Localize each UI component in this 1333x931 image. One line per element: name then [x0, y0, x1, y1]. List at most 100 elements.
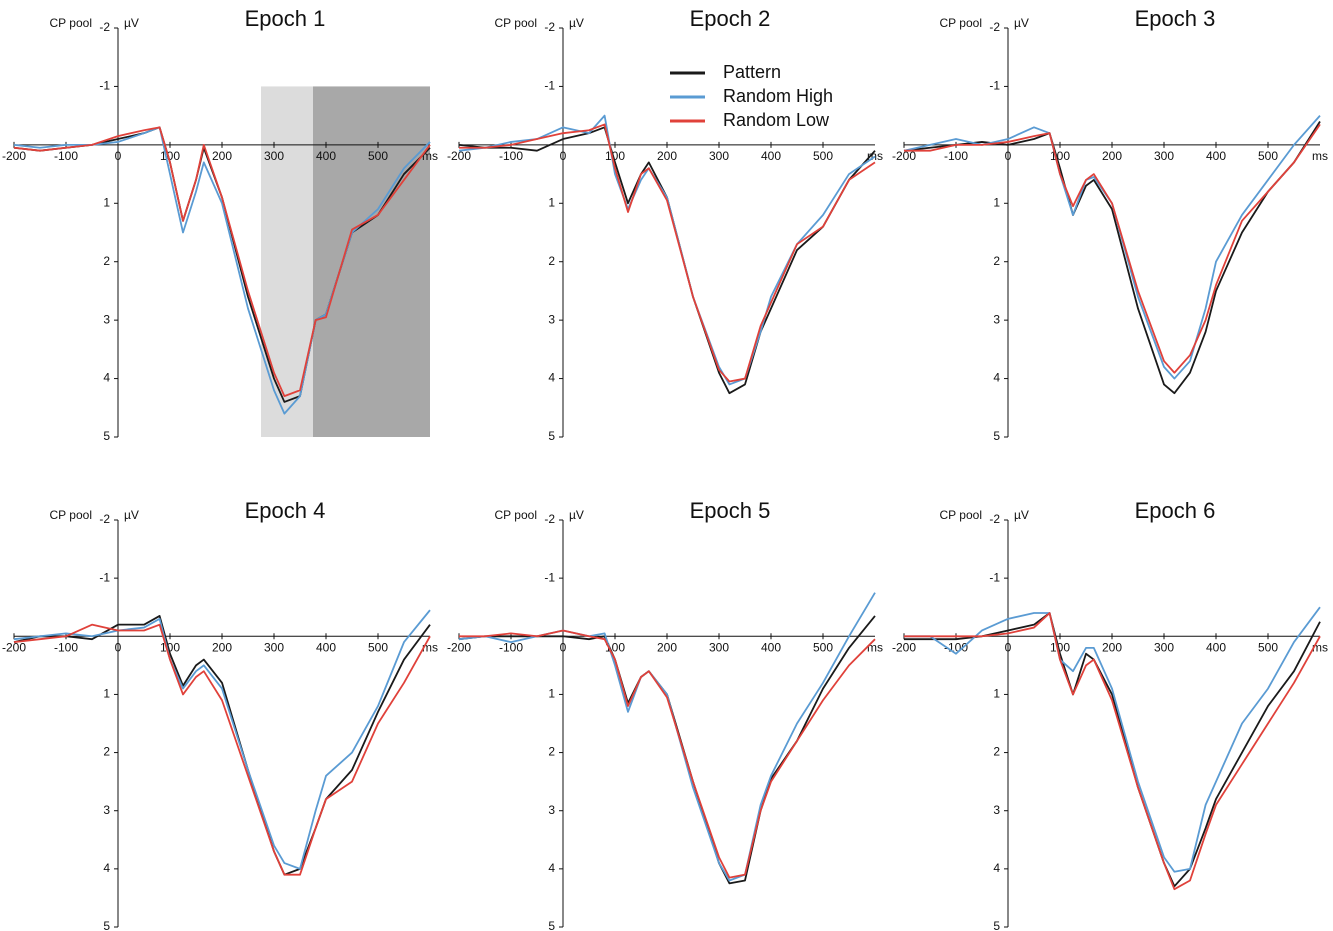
series-line	[904, 612, 1321, 891]
x-tick-label: 300	[709, 149, 729, 163]
y-tick-label: 2	[103, 254, 110, 268]
x-tick-label: -100	[944, 640, 968, 654]
x-tick-label: 200	[1102, 640, 1122, 654]
series-line	[13, 615, 431, 876]
y-tick-label: 1	[548, 687, 555, 701]
x-tick-label: 400	[1206, 149, 1226, 163]
x-tick-label: 200	[657, 149, 677, 163]
chart-title: Epoch 6	[1135, 498, 1216, 523]
x-tick-label: 500	[1258, 149, 1278, 163]
x-tick-label: 400	[1206, 640, 1226, 654]
y-tick-label: 2	[548, 745, 555, 759]
x-tick-label: -200	[892, 640, 916, 654]
x-tick-label: 0	[115, 640, 122, 654]
series-line	[13, 623, 431, 876]
y-label: CP pool	[940, 508, 982, 522]
y-tick-label: 1	[993, 195, 1000, 209]
x-tick-label: 300	[1154, 640, 1174, 654]
y-tick-label: 1	[103, 195, 110, 209]
series-line	[459, 629, 876, 879]
chart-title: Epoch 5	[690, 498, 771, 523]
x-tick-label: 300	[264, 149, 284, 163]
x-unit: ms	[1312, 149, 1328, 163]
y-tick-label: -2	[99, 20, 110, 34]
y-unit: µV	[1014, 508, 1029, 522]
x-tick-label: 400	[316, 149, 336, 163]
y-tick-label: 4	[548, 371, 555, 385]
x-tick-label: -100	[944, 149, 968, 163]
chart-title: Epoch 2	[690, 6, 771, 31]
y-tick-label: -1	[99, 79, 110, 93]
x-tick-label: 300	[264, 640, 284, 654]
y-tick-label: 2	[993, 254, 1000, 268]
legend-label: Pattern	[723, 62, 781, 82]
x-tick-label: 100	[1050, 149, 1070, 163]
y-tick-label: 3	[548, 312, 555, 326]
chart-title: Epoch 3	[1135, 6, 1216, 31]
series-line	[458, 126, 876, 395]
series-line	[13, 126, 431, 397]
y-tick-label: 3	[103, 803, 110, 817]
x-tick-label: 100	[1050, 640, 1070, 654]
y-tick-label: -2	[989, 512, 1000, 526]
x-tick-label: 0	[115, 149, 122, 163]
x-tick-label: -100	[54, 640, 78, 654]
y-tick-label: -1	[544, 79, 555, 93]
y-tick-label: 1	[548, 195, 555, 209]
x-tick-label: 0	[1005, 149, 1012, 163]
legend-label: Random High	[723, 86, 833, 106]
y-label: CP pool	[495, 508, 537, 522]
series-line	[904, 606, 1321, 873]
x-tick-label: -200	[892, 149, 916, 163]
y-tick-label: 3	[993, 312, 1000, 326]
shaded-region	[313, 86, 430, 437]
y-tick-label: 5	[993, 919, 1000, 931]
y-tick-label: 5	[993, 429, 1000, 443]
x-tick-label: -100	[499, 640, 523, 654]
x-tick-label: 300	[1154, 149, 1174, 163]
y-tick-label: 4	[103, 861, 110, 875]
y-tick-label: 2	[103, 745, 110, 759]
y-tick-label: 5	[103, 429, 110, 443]
series-line	[904, 612, 1321, 888]
y-tick-label: 5	[548, 429, 555, 443]
y-tick-label: -1	[99, 570, 110, 584]
y-unit: µV	[1014, 16, 1029, 30]
y-tick-label: 4	[993, 861, 1000, 875]
x-tick-label: 500	[813, 149, 833, 163]
y-tick-label: -1	[989, 570, 1000, 584]
y-tick-label: -2	[544, 20, 555, 34]
x-tick-label: 200	[212, 640, 232, 654]
x-tick-label: -100	[54, 149, 78, 163]
x-tick-label: -200	[2, 149, 26, 163]
x-unit: ms	[867, 640, 883, 654]
y-tick-label: 3	[103, 312, 110, 326]
series-line	[13, 609, 431, 870]
y-tick-label: 4	[548, 861, 555, 875]
y-unit: µV	[569, 16, 584, 30]
y-unit: µV	[569, 508, 584, 522]
x-tick-label: 500	[1258, 640, 1278, 654]
y-tick-label: 3	[993, 803, 1000, 817]
y-label: CP pool	[940, 16, 982, 30]
x-tick-label: 400	[761, 640, 781, 654]
x-tick-label: 200	[212, 149, 232, 163]
legend-label: Random Low	[723, 110, 830, 130]
x-tick-label: 400	[316, 640, 336, 654]
series-line	[904, 123, 1321, 374]
x-tick-label: 500	[368, 149, 388, 163]
y-label: CP pool	[495, 16, 537, 30]
y-tick-label: 4	[103, 371, 110, 385]
shaded-region	[261, 86, 313, 437]
y-tick-label: -1	[544, 570, 555, 584]
y-tick-label: 1	[103, 687, 110, 701]
y-tick-label: 4	[993, 371, 1000, 385]
y-label: CP pool	[50, 508, 92, 522]
